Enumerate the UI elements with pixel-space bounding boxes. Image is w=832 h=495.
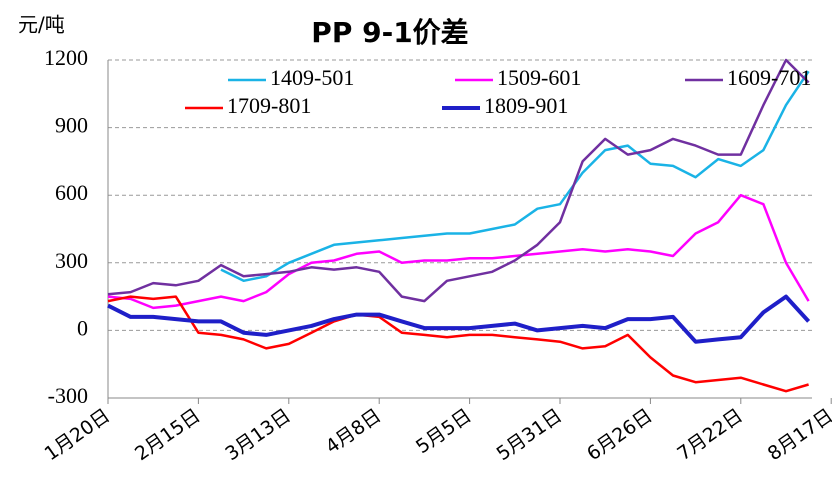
y-tick-label: 300 — [55, 248, 88, 273]
x-tick-label: 2月15日 — [131, 405, 204, 466]
legend-label: 1409-501 — [270, 65, 354, 90]
series-line — [107, 294, 811, 344]
x-tick-label: 6月26日 — [583, 405, 656, 466]
x-tick-label: 3月13日 — [221, 405, 294, 466]
x-tick-label: 5月5日 — [412, 405, 476, 459]
y-tick-label: -300 — [48, 383, 88, 408]
legend-label: 1809-901 — [484, 93, 568, 118]
x-tick-label: 5月31日 — [493, 405, 566, 466]
y-axis-label: 元/吨 — [18, 13, 65, 37]
legend-label: 1609-701 — [727, 65, 811, 90]
x-tick-label: 4月8日 — [322, 405, 386, 459]
series-line — [220, 70, 810, 283]
x-tick-label: 8月17日 — [764, 405, 832, 466]
y-tick-label: 1200 — [44, 45, 88, 70]
x-tick-label: 7月22日 — [673, 405, 746, 466]
series-line — [107, 58, 810, 303]
y-tick-label: 900 — [55, 113, 88, 138]
y-tick-label: 600 — [55, 180, 88, 205]
legend-label: 1509-601 — [497, 65, 581, 90]
series-line — [107, 295, 809, 393]
x-tick-label: 1月20日 — [41, 405, 114, 466]
y-tick-label: 0 — [77, 315, 88, 340]
legend-label: 1709-801 — [227, 93, 311, 118]
series-line — [107, 193, 810, 310]
chart-title: PP 9-1价差 — [311, 16, 468, 49]
